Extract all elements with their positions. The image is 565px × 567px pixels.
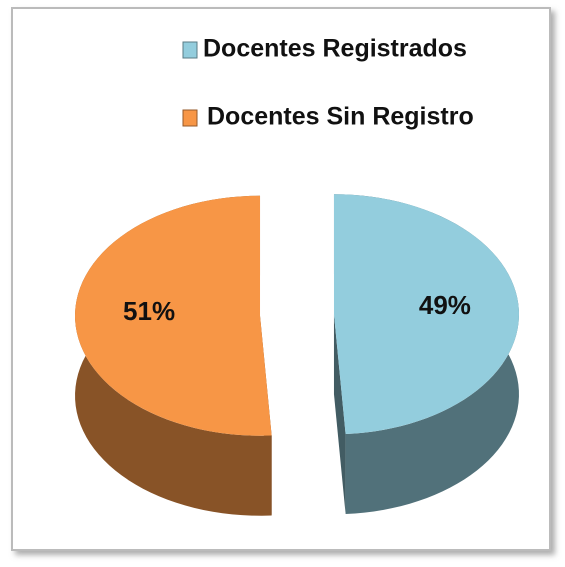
legend-swatch [182, 41, 198, 59]
legend-swatch [182, 109, 198, 127]
legend-label: Docentes Sin Registro [207, 103, 474, 131]
legend-label: Docentes Registrados [203, 35, 467, 63]
slice-wall [333, 314, 346, 515]
data-label: 49% [419, 290, 471, 320]
slice [75, 195, 272, 436]
data-label: 51% [123, 296, 175, 326]
slice [333, 194, 519, 435]
